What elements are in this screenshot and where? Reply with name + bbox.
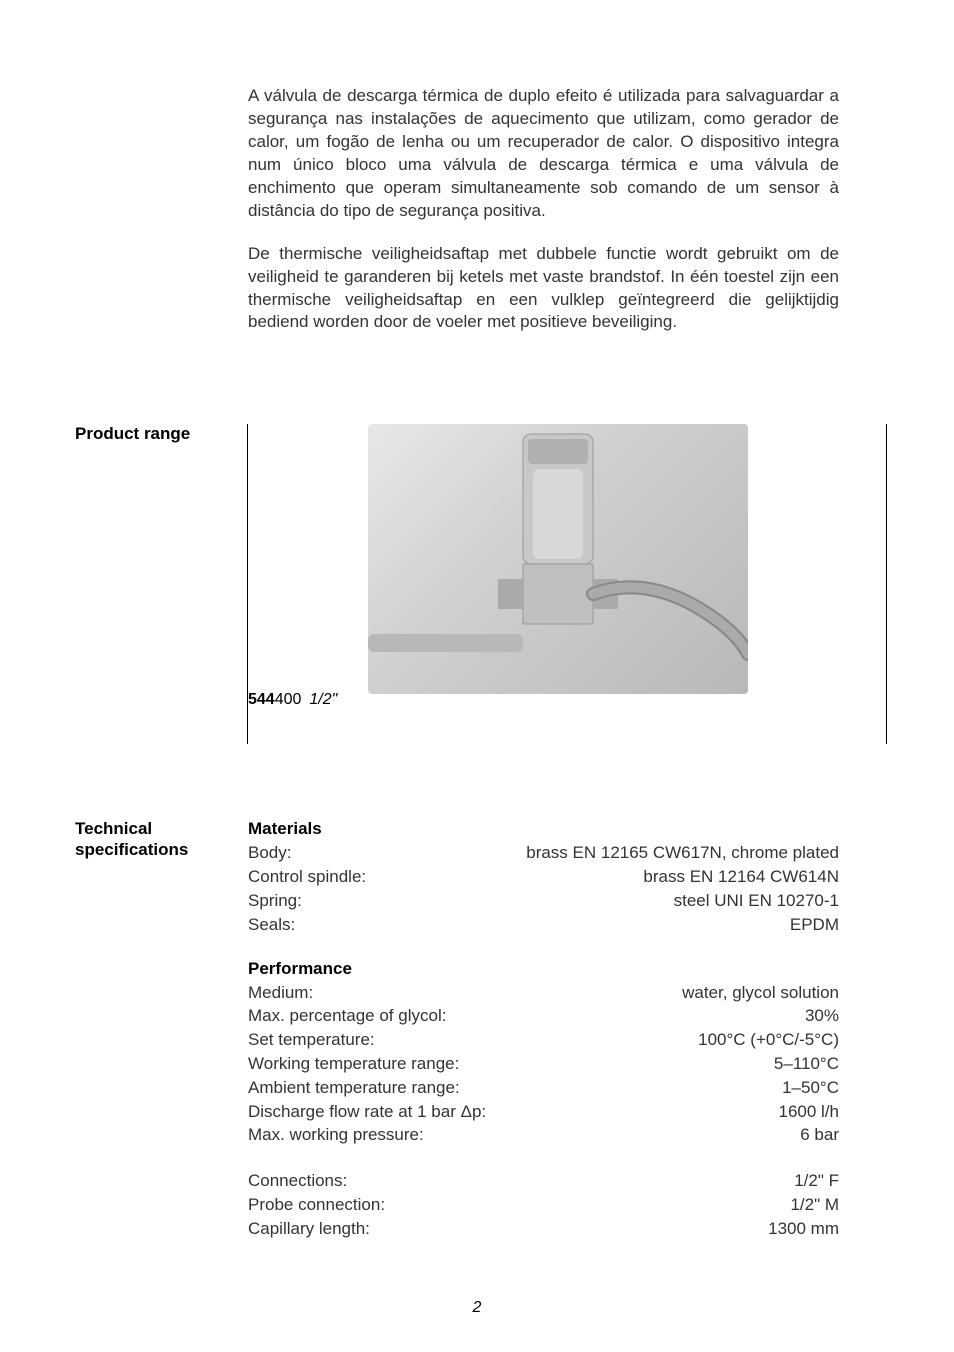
spec-row-spring: Spring: steel UNI EN 10270-1	[248, 889, 839, 913]
spec-value: 1300 mm	[370, 1217, 839, 1241]
spec-label: Max. percentage of glycol:	[248, 1004, 446, 1028]
spec-value: 100°C (+0°C/-5°C)	[375, 1028, 839, 1052]
spec-value: steel UNI EN 10270-1	[302, 889, 839, 913]
spec-label: Set temperature:	[248, 1028, 375, 1052]
intro-paragraph-nl: De thermische veiligheidsaftap met dubbe…	[248, 243, 839, 335]
spec-row-glycol: Max. percentage of glycol: 30%	[248, 1004, 839, 1028]
spec-value: brass EN 12165 CW617N, chrome plated	[291, 841, 839, 865]
spec-row-seals: Seals: EPDM	[248, 913, 839, 937]
product-range-heading: Product range	[75, 424, 248, 744]
spec-value: 1600 l/h	[486, 1100, 839, 1124]
intro-paragraph-pt: A válvula de descarga térmica de duplo e…	[248, 85, 839, 223]
spec-value: 6 bar	[424, 1123, 839, 1147]
spec-row-set-temp: Set temperature: 100°C (+0°C/-5°C)	[248, 1028, 839, 1052]
spec-value: brass EN 12164 CW614N	[366, 865, 839, 889]
spec-label: Spring:	[248, 889, 302, 913]
product-size: 1/2"	[309, 691, 337, 708]
spec-row-working-temp: Working temperature range: 5–110°C	[248, 1052, 839, 1076]
product-code-bold: 544	[248, 691, 275, 708]
divider-right	[886, 424, 888, 744]
product-code-rest: 400	[275, 691, 302, 708]
spec-row-flow-rate: Discharge flow rate at 1 bar Δp: 1600 l/…	[248, 1100, 839, 1124]
performance-heading: Performance	[248, 959, 839, 979]
spec-row-connections: Connections: 1/2" F	[248, 1169, 839, 1193]
spec-value: 5–110°C	[459, 1052, 839, 1076]
product-code: 544400 1/2"	[248, 691, 337, 709]
spec-label: Seals:	[248, 913, 295, 937]
spec-value: 1–50°C	[460, 1076, 839, 1100]
spec-label: Working temperature range:	[248, 1052, 459, 1076]
spec-row-ambient-temp: Ambient temperature range: 1–50°C	[248, 1076, 839, 1100]
spec-label: Capillary length:	[248, 1217, 370, 1241]
spec-value: EPDM	[295, 913, 839, 937]
spec-value: 1/2" M	[385, 1193, 839, 1217]
page-number: 2	[0, 1299, 954, 1317]
spec-label: Connections:	[248, 1169, 347, 1193]
spec-label: Probe connection:	[248, 1193, 385, 1217]
product-image	[368, 424, 748, 694]
spec-value: 30%	[446, 1004, 839, 1028]
spec-row-body: Body: brass EN 12165 CW617N, chrome plat…	[248, 841, 839, 865]
spec-label: Ambient temperature range:	[248, 1076, 460, 1100]
spec-row-max-pressure: Max. working pressure: 6 bar	[248, 1123, 839, 1147]
spec-row-spindle: Control spindle: brass EN 12164 CW614N	[248, 865, 839, 889]
spec-label: Discharge flow rate at 1 bar Δp:	[248, 1100, 486, 1124]
materials-heading: Materials	[248, 819, 839, 839]
spec-label: Max. working pressure:	[248, 1123, 424, 1147]
spec-row-capillary: Capillary length: 1300 mm	[248, 1217, 839, 1241]
spec-value: 1/2" F	[347, 1169, 839, 1193]
tech-specs-heading: Technical specifications	[75, 819, 248, 1240]
spec-label: Medium:	[248, 981, 313, 1005]
spec-value: water, glycol solution	[313, 981, 839, 1005]
spec-label: Control spindle:	[248, 865, 366, 889]
spec-label: Body:	[248, 841, 291, 865]
spec-row-probe: Probe connection: 1/2" M	[248, 1193, 839, 1217]
spec-row-medium: Medium: water, glycol solution	[248, 981, 839, 1005]
